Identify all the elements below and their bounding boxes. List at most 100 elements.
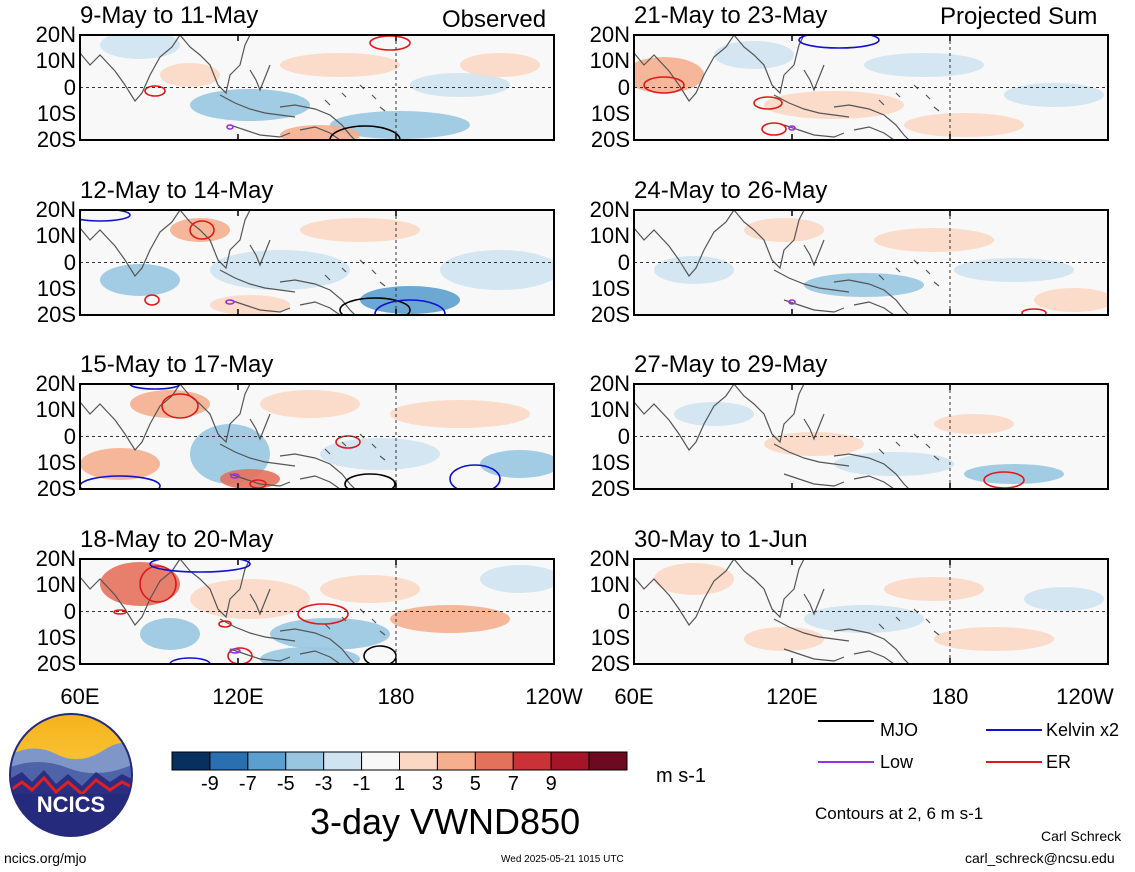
field-anomaly-region [100,35,180,59]
lat-tick-label: 10S [590,275,630,301]
lat-tick-label: 10S [36,624,76,650]
field-anomaly-region [904,113,1024,137]
field-anomaly-region [160,63,220,87]
colorbar [171,751,628,771]
ncics-logo: NCICS [9,713,133,837]
lat-tick-label: 20S [590,651,630,676]
lat-tick-label: 20N [589,197,630,222]
field-anomaly-region [834,452,954,476]
contour-low [226,124,234,130]
website-link[interactable]: ncics.org/mjo [4,850,87,866]
colorbar-units: m s-1 [656,765,706,787]
lat-tick-label: 10S [590,100,630,126]
lat-tick-label: 10N [35,223,76,249]
legend-label-mjo: MJO [880,720,918,740]
field-anomaly-region [1004,83,1104,107]
coastline [219,94,296,118]
lat-tick-label: 0 [63,74,76,100]
colorbar-tick-label: -9 [201,773,219,795]
field-anomaly-region [390,605,510,633]
lat-tick-label: 10S [590,449,630,475]
coastline [299,650,341,664]
field-anomaly-region [320,438,440,470]
contour-kelvin [129,384,181,390]
coastline [80,384,181,452]
field-anomaly-region [270,618,390,650]
colorbar-tick-label: 7 [507,773,519,795]
coastline [783,124,845,138]
contour-low [229,648,241,654]
panel-title: 9-May to 11-May [80,2,259,29]
contour-kelvin [149,559,251,573]
coastline [634,210,735,278]
coastline [279,628,356,664]
map-panel-p8 [633,558,1109,665]
map-panel-p4 [79,558,555,665]
coastline [229,473,291,487]
contour-mjo [339,297,411,315]
lon-tick-label: 180 [931,684,969,709]
lat-tick-label: 0 [63,423,76,449]
coastline [733,35,805,95]
panel-title: 27-May to 29-May [634,351,828,378]
map-panel-p6 [633,209,1109,316]
field-anomaly-region [100,264,180,296]
coastline [853,475,895,489]
observed-header: Observed [442,6,547,33]
lat-tick-label: 20S [36,302,76,327]
map-frame [633,34,1109,141]
lat-tick-label: 20S [590,127,630,152]
colorbar-tick-label: 9 [545,773,557,795]
coastline [179,35,251,95]
lon-tick-label: 180 [377,684,415,709]
colorbar-swatch [588,751,628,771]
contour-er [227,647,253,664]
colorbar-tick-label: -1 [352,773,371,795]
coastline [279,104,356,140]
projected-header: Projected Sum [940,3,1098,30]
map-panel-p5 [633,34,1109,141]
legend-label-er: ER [1046,752,1072,772]
field-anomaly-region [674,402,754,426]
coastline [783,473,845,487]
contour-mjo [344,473,396,489]
colorbar-swatch [474,751,514,771]
field-anomaly-region [390,400,530,428]
lon-tick-label: 60E [614,684,654,709]
coastline [733,210,805,270]
author-email[interactable]: carl_schreck@ncsu.edu [965,850,1115,866]
coastline [249,64,271,92]
panel-title: 12-May to 14-May [80,177,274,204]
legend-label-kelvin: Kelvin x2 [1046,720,1120,740]
contour-er [297,603,349,625]
coastline [279,279,356,315]
field-title: 3-day VWND850 [310,801,581,842]
lat-tick-label: 20N [35,197,76,222]
coastline [299,126,341,140]
coastline [853,301,895,315]
contour-er [753,96,783,110]
lat-tick-label: 10N [35,572,76,598]
colorbar-swatch [323,751,363,771]
field-anomaly-region [744,627,824,651]
lat-tick-label: 20S [36,127,76,152]
coastline [803,64,825,92]
contour-er [1021,308,1047,315]
coastline [219,269,296,293]
lat-tick-label: 20N [35,546,76,571]
colorbar-swatch [285,751,325,771]
coastline [833,453,910,489]
lat-tick-label: 20N [35,22,76,47]
panel-title: 24-May to 26-May [634,177,828,204]
field-anomaly-region [964,464,1064,484]
lat-tick-label: 10S [590,624,630,650]
coastline [219,443,296,467]
lat-tick-label: 10N [589,223,630,249]
panel-title: 21-May to 23-May [634,2,828,29]
field-anomaly-region [330,111,470,139]
lat-tick-label: 20N [589,371,630,396]
lat-tick-label: 20N [589,22,630,47]
lat-tick-label: 20S [590,476,630,501]
map-panel-p7 [633,383,1109,490]
field-anomaly-region [804,273,924,297]
